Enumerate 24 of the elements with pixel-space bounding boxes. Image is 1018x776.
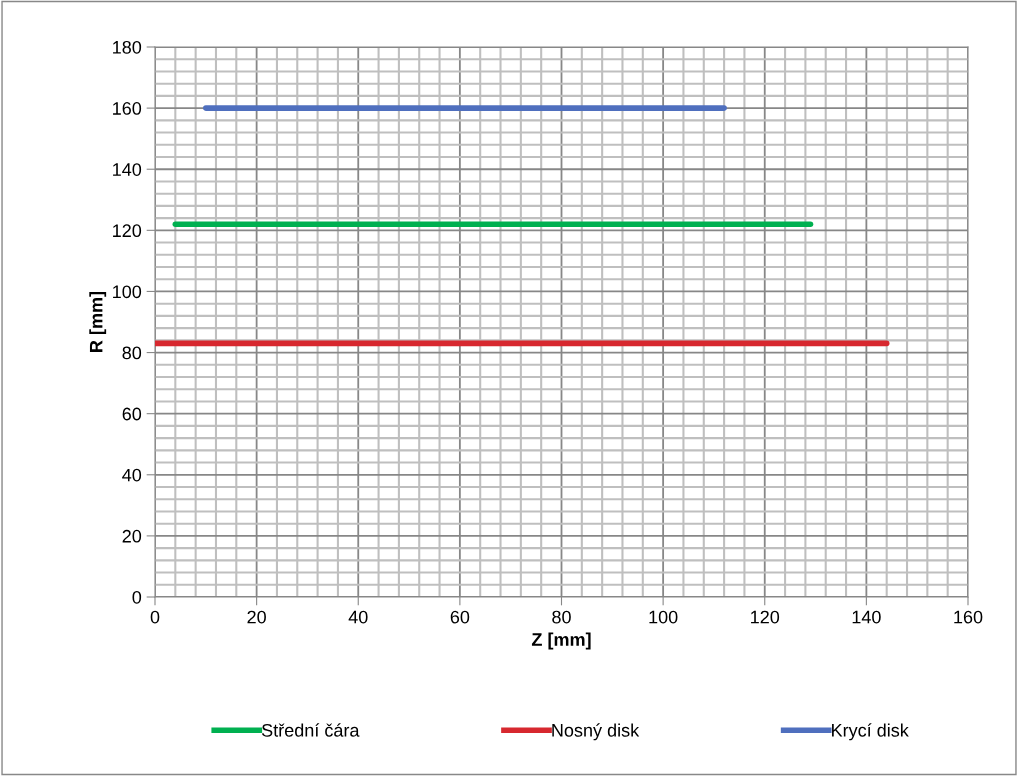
y-tick-label: 100 [113, 285, 142, 299]
x-tick-label: 20 [247, 610, 266, 624]
x-axis-title: Z [mm] [531, 632, 591, 650]
x-tick-label: 120 [751, 610, 780, 624]
x-tick-label: 80 [552, 610, 571, 624]
x-tick-label: 160 [954, 610, 983, 624]
y-tick-label: 140 [113, 163, 142, 176]
y-axis-title: R [mm] [89, 291, 107, 352]
y-tick-label: 160 [113, 102, 142, 115]
y-tick-label: 180 [113, 40, 142, 54]
legend-label: Střední čára [261, 723, 360, 737]
x-tick-label: 140 [852, 610, 881, 624]
legend-label: Krycí disk [832, 723, 909, 741]
x-tick-label: 100 [649, 610, 678, 624]
x-tick-label: 0 [150, 610, 160, 624]
y-tick-label: 40 [122, 468, 142, 482]
y-tick-label: 120 [113, 224, 142, 238]
y-tick-label: 80 [122, 346, 142, 360]
y-tick-label: 20 [122, 529, 142, 543]
x-tick-label: 60 [450, 610, 470, 624]
legend-label: Nosný disk [552, 723, 640, 741]
y-tick-label: 0 [132, 590, 142, 604]
x-tick-label: 40 [348, 610, 368, 624]
y-tick-label: 60 [122, 407, 142, 421]
